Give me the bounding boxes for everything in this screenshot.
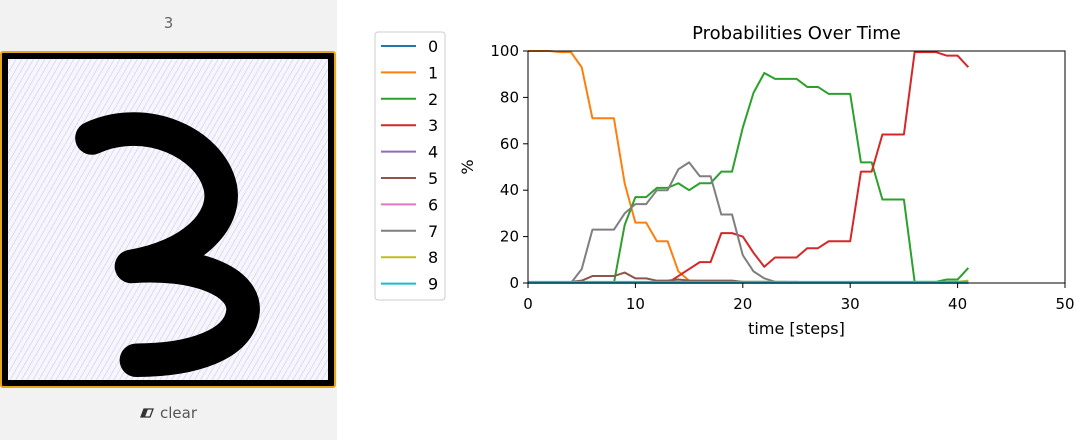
x-tick-label: 50 — [1055, 295, 1074, 313]
x-tick-label: 0 — [523, 295, 533, 313]
x-tick-label: 30 — [841, 295, 860, 313]
eraser-icon — [140, 404, 154, 422]
legend-label: 2 — [428, 90, 438, 109]
chart-title: Probabilities Over Time — [692, 23, 901, 44]
series-lines — [528, 50, 970, 284]
x-tick-label: 20 — [733, 295, 752, 313]
y-axis-label: % — [458, 159, 477, 174]
legend-entry-9: 9 — [381, 275, 438, 294]
y-tick-label: 0 — [509, 274, 519, 292]
y-tick-label: 80 — [500, 88, 519, 106]
legend-entry-0: 0 — [381, 37, 438, 56]
legend-label: 6 — [428, 195, 438, 214]
legend-entry-8: 8 — [381, 248, 438, 267]
legend-label: 1 — [428, 63, 438, 82]
legend-entry-7: 7 — [381, 222, 438, 241]
legend-label: 3 — [428, 116, 438, 135]
legend-label: 7 — [428, 222, 438, 241]
predicted-digit-label: 3 — [163, 14, 174, 32]
series-line-1 — [528, 50, 969, 284]
legend-label: 0 — [428, 37, 438, 56]
legend-entry-2: 2 — [381, 90, 438, 109]
y-tick-label: 20 — [500, 228, 519, 246]
axis-ticks: 0 10 20 30 40 50 0 20 40 60 80 100 — [490, 42, 1074, 313]
legend-entry-1: 1 — [381, 63, 438, 82]
series-line-7 — [528, 161, 969, 284]
legend-label: 4 — [428, 143, 438, 162]
left-panel: 3 clear — [0, 0, 337, 440]
legend-entry-6: 6 — [381, 195, 438, 214]
drawn-digit-stroke — [75, 112, 260, 378]
x-axis-label: time [steps] — [748, 319, 845, 338]
y-tick-label: 60 — [500, 135, 519, 153]
drawing-canvas-surface[interactable] — [8, 59, 328, 380]
clear-button[interactable]: clear — [0, 400, 337, 426]
series-line-3 — [528, 51, 970, 284]
series-line-2 — [528, 72, 970, 284]
x-tick-label: 10 — [626, 295, 645, 313]
drawing-canvas[interactable] — [0, 51, 336, 388]
y-tick-label: 100 — [490, 42, 519, 60]
legend-label: 8 — [428, 248, 438, 267]
legend-entry-5: 5 — [381, 169, 438, 188]
clear-button-label: clear — [159, 404, 197, 422]
probabilities-chart: 0 1 2 3 4 5 6 7 8 9 0 10 20 30 40 50 0 20 40 60 80 100 Proba… — [374, 23, 1075, 338]
x-tick-label: 40 — [948, 295, 967, 313]
legend-entry-3: 3 — [381, 116, 438, 135]
legend-entry-4: 4 — [381, 143, 438, 162]
y-tick-label: 40 — [500, 181, 519, 199]
plot-area-frame — [527, 50, 1066, 284]
legend-label: 5 — [428, 169, 438, 188]
legend-label: 9 — [428, 275, 438, 294]
chart-legend: 0 1 2 3 4 5 6 7 8 9 — [374, 31, 446, 301]
